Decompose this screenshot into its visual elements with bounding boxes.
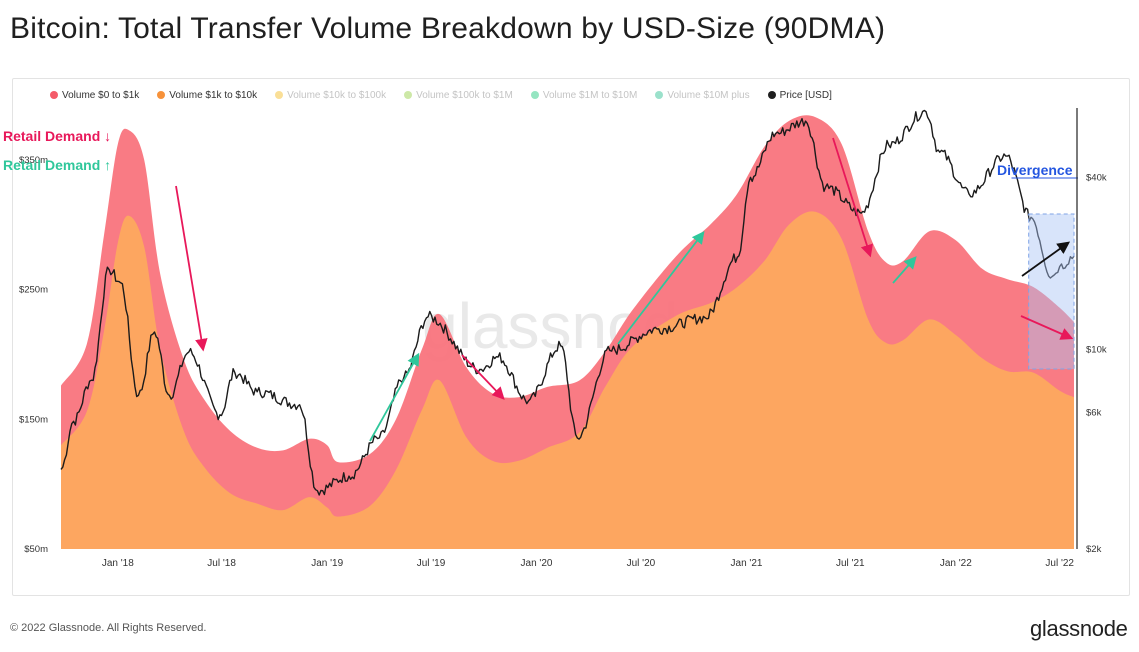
x-tick-label: Jul '18 (207, 558, 236, 569)
arrow-retail-down-2018 (175, 185, 208, 352)
legend-swatch-icon (157, 91, 166, 99)
x-tick-label: Jul '19 (417, 558, 446, 569)
arrow-retail-down-2022 (1020, 315, 1074, 340)
legend-swatch-icon (767, 91, 776, 99)
legend-label: Volume $1M to $10M (542, 89, 638, 101)
legend-item[interactable]: Volume $0 to $1k (50, 90, 139, 101)
x-tick-label: Jul '22 (1045, 558, 1074, 569)
y-right-tick-label: $6k (1086, 408, 1102, 419)
y-left-tick-label: $350m (19, 155, 48, 166)
arrow-price-up-2022 (1021, 241, 1071, 277)
y-right-tick-label: $40k (1086, 172, 1107, 183)
brand-logo: glassnode (1030, 616, 1128, 641)
arrow-retail-down-2019 (461, 354, 505, 400)
y-left-tick-label: $250m (19, 285, 48, 296)
annotation-retail-up: Retail Demand ↑ (3, 157, 111, 173)
legend-item[interactable]: Volume $10M plus (655, 89, 750, 101)
legend-swatch-icon (530, 91, 539, 99)
chart-frame (12, 78, 1130, 596)
x-tick-label: Jan '22 (940, 558, 972, 569)
chart-legend: Volume $0 to $1k Volume $1k to $10k Volume… (50, 88, 850, 102)
x-tick-label: Jul '21 (836, 558, 865, 569)
annotation-retail-down: Retail Demand ↓ (3, 128, 111, 144)
divergence-box (1028, 213, 1075, 370)
y-left-tick-label: $50m (24, 544, 48, 555)
legend-item[interactable]: Volume $100k to $1M (404, 90, 513, 101)
legend-item[interactable]: Volume $1k to $10k (157, 90, 257, 101)
legend-label: Volume $100k to $1M (416, 89, 513, 101)
x-tick-label: Jan '19 (311, 558, 343, 569)
y-right-tick-label: $2k (1086, 544, 1102, 555)
legend-item[interactable]: Volume $10k to $100k (275, 90, 386, 101)
legend-swatch-icon (404, 91, 413, 99)
area-series-1k-to-10k (61, 211, 1074, 550)
legend-item[interactable]: Volume $1M to $10M (530, 89, 638, 101)
arrow-retail-down-2021 (832, 137, 873, 258)
legend-swatch-icon (275, 91, 284, 99)
legend-swatch-icon (655, 91, 664, 99)
legend-label: Volume $10M plus (667, 89, 750, 101)
price-line (60, 109, 1075, 496)
y-right-tick-label: $10k (1086, 344, 1107, 355)
arrow-retail-up-2021 (892, 256, 917, 284)
legend-swatch-icon (50, 91, 58, 99)
legend-item[interactable]: Price [USD] (767, 89, 832, 101)
chart-title: Bitcoin: Total Transfer Volume Breakdown… (10, 12, 886, 45)
x-tick-label: Jan '21 (731, 558, 763, 569)
legend-label: Volume $10k to $100k (287, 89, 387, 101)
arrow-retail-up-2020 (617, 230, 705, 345)
x-tick-label: Jan '18 (102, 558, 134, 569)
legend-label: Price [USD] (779, 89, 832, 101)
legend-label: Volume $0 to $1k (62, 89, 140, 101)
x-tick-label: Jan '20 (521, 558, 553, 569)
y-left-tick-label: $150m (19, 414, 48, 425)
legend-label: Volume $1k to $10k (169, 89, 258, 101)
x-tick-label: Jul '20 (627, 558, 656, 569)
arrow-retail-up-2019 (369, 352, 420, 442)
copyright-text: © 2022 Glassnode. All Rights Reserved. (10, 622, 207, 634)
annotation-divergence: Divergence (997, 162, 1073, 178)
